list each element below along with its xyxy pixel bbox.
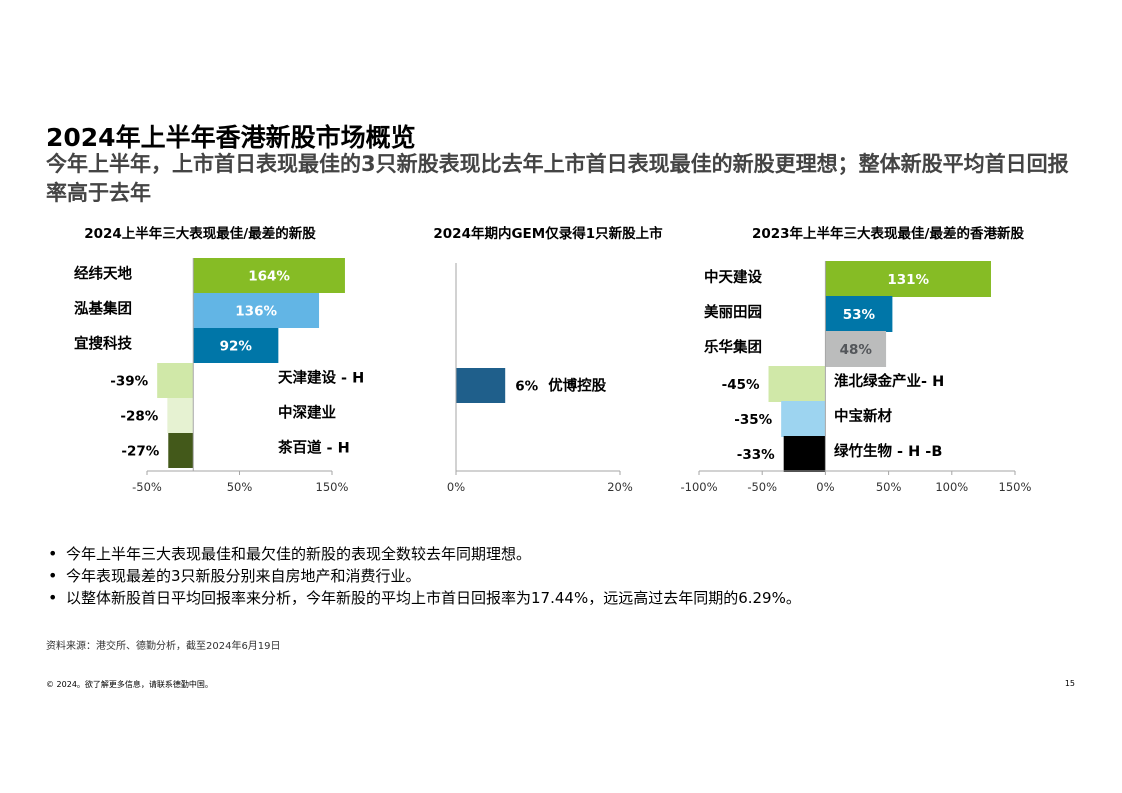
bullet-item: 今年表现最差的3只新股分别来自房地产和消费行业。: [46, 565, 801, 587]
data-label: -35%: [734, 412, 772, 428]
bar: [168, 433, 194, 468]
data-label: 131%: [887, 272, 929, 288]
x-tick-label: 50%: [227, 480, 253, 494]
data-label: 6%: [515, 379, 538, 395]
bar: [783, 436, 826, 472]
page-number: 15: [1064, 679, 1075, 688]
data-label: -45%: [722, 377, 760, 393]
bar: [193, 293, 320, 328]
bar: [193, 258, 345, 293]
category-label: 宜搜科技: [74, 335, 132, 353]
category-label: 中天建设: [704, 268, 762, 286]
category-label: 经纬天地: [74, 265, 132, 283]
page-subtitle: 今年上半年，上市首日表现最佳的3只新股表现比去年上市首日表现最佳的新股更理想；整…: [46, 152, 1069, 205]
data-label: -27%: [121, 444, 159, 460]
bar: [768, 366, 826, 402]
data-label: 136%: [235, 304, 277, 320]
category-label: 美丽田园: [704, 303, 762, 321]
x-tick-label: -50%: [747, 480, 777, 494]
x-tick-label: 50%: [876, 480, 902, 494]
bar: [825, 261, 991, 297]
category-label: 泓基集团: [74, 300, 132, 318]
category-label: 优博控股: [548, 377, 606, 395]
bullet-item: 今年上半年三大表现最佳和最欠佳的新股的表现全数较去年同期理想。: [46, 543, 801, 565]
bullet-list: 今年上半年三大表现最佳和最欠佳的新股的表现全数较去年同期理想。 今年表现最差的3…: [46, 543, 801, 609]
category-label: 天津建设 - H: [278, 369, 364, 387]
category-label: 中宝新材: [834, 407, 892, 425]
category-label: 绿竹生物 - H -B: [834, 442, 942, 460]
bar: [157, 363, 194, 398]
bullet-item: 以整体新股首日平均回报率来分析，今年新股的平均上市首日回报率为17.44%，远远…: [46, 587, 801, 609]
bar: [781, 401, 826, 437]
bar: [456, 368, 506, 403]
x-tick-label: 20%: [607, 480, 633, 494]
x-tick-label: -50%: [132, 480, 162, 494]
page-title: 2024年上半年香港新股市场概览: [46, 123, 416, 152]
chart-title: 2024年期内GEM仅录得1只新股上市: [433, 225, 663, 242]
data-label: 48%: [840, 342, 873, 358]
category-label: 中深建业: [278, 404, 336, 422]
data-label: 92%: [220, 339, 253, 355]
x-tick-label: 100%: [935, 480, 968, 494]
category-label: 乐华集团: [704, 338, 762, 356]
data-label: -33%: [737, 447, 775, 463]
bar: [825, 296, 893, 332]
x-tick-label: 0%: [447, 480, 465, 494]
x-tick-label: 150%: [316, 480, 349, 494]
data-label: -28%: [120, 409, 158, 425]
bar: [167, 398, 194, 433]
category-label: 茶百道 - H: [278, 439, 350, 457]
x-tick-label: 0%: [816, 480, 834, 494]
copyright-note: © 2024。欲了解更多信息，请联系德勤中国。: [46, 680, 213, 689]
bar: [193, 328, 279, 363]
data-label: 164%: [248, 269, 290, 285]
x-tick-label: -100%: [680, 480, 717, 494]
category-label: 淮北绿金产业- H: [834, 372, 944, 390]
source-note: 资料来源：港交所、德勤分析，截至2024年6月19日: [46, 641, 281, 652]
data-label: 53%: [843, 307, 876, 323]
x-tick-label: 150%: [999, 480, 1032, 494]
chart-title: 2024上半年三大表现最佳/最差的新股: [84, 225, 316, 242]
chart-title: 2023年上半年三大表现最佳/最差的香港新股: [752, 225, 1025, 242]
data-label: -39%: [110, 374, 148, 390]
bar: [825, 331, 887, 367]
charts-area: 2024上半年三大表现最佳/最差的新股 164% 经纬天地 136% 泓基集团 92% 宜搜…: [74, 225, 1032, 494]
